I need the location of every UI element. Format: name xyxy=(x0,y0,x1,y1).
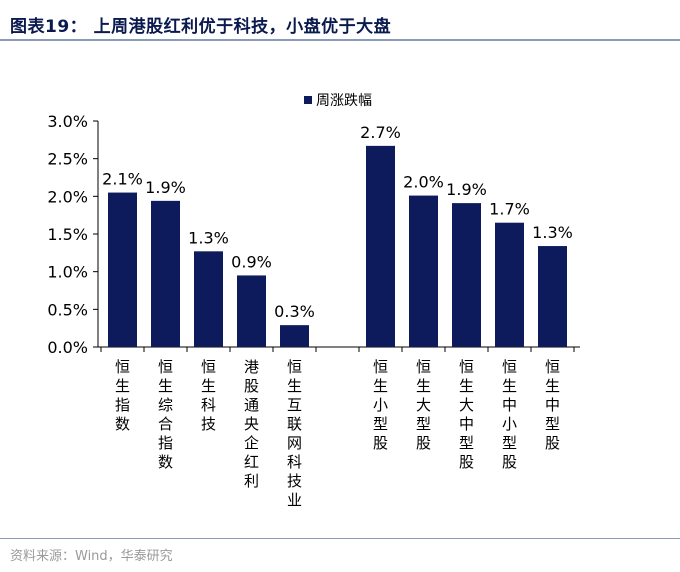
source-note: 资料来源：Wind，华泰研究 xyxy=(10,549,173,564)
x-tick-label: 恒生大型股 xyxy=(416,358,431,452)
bar xyxy=(409,195,438,347)
figure-title: 图表19： 上周港股红利优于科技，小盘优于大盘 xyxy=(10,17,392,37)
legend-swatch xyxy=(304,96,312,104)
x-tick-label: 恒生综合指数 xyxy=(158,358,173,471)
x-tick-label: 恒生指数 xyxy=(115,358,130,433)
legend-label: 周涨跌幅 xyxy=(316,93,372,109)
x-tick-label: 恒生互联网科技业 xyxy=(287,358,302,509)
bar xyxy=(237,275,266,347)
bar xyxy=(108,192,137,347)
x-tick-label: 恒生大中型股 xyxy=(459,358,474,471)
x-tick-label: 恒生小型股 xyxy=(373,358,388,452)
footer-rule xyxy=(0,538,680,539)
x-tick-label: 恒生中小型股 xyxy=(502,358,517,471)
x-tick-label: 恒生科技 xyxy=(201,358,216,433)
bar xyxy=(366,145,395,347)
data-label: 0.3% xyxy=(274,302,315,321)
y-tick-label: 2.5% xyxy=(47,150,88,169)
data-label: 1.3% xyxy=(532,223,573,242)
bar xyxy=(538,246,567,347)
data-label: 1.7% xyxy=(489,200,530,219)
bar xyxy=(452,203,481,347)
data-label: 0.9% xyxy=(231,252,272,271)
y-tick-label: 0.0% xyxy=(47,338,88,357)
y-tick-label: 2.0% xyxy=(47,187,88,206)
data-label: 1.9% xyxy=(446,180,487,199)
y-tick-label: 1.0% xyxy=(47,263,88,282)
data-label: 2.1% xyxy=(102,170,143,189)
bar xyxy=(194,251,223,347)
y-tick-label: 3.0% xyxy=(47,112,88,131)
title-rule xyxy=(0,39,680,41)
y-tick-label: 1.5% xyxy=(47,225,88,244)
data-label: 2.0% xyxy=(403,173,444,192)
y-tick-label: 0.5% xyxy=(47,300,88,319)
data-label: 1.3% xyxy=(188,228,229,247)
data-label: 2.7% xyxy=(360,123,401,142)
x-tick-label: 恒生中型股 xyxy=(545,358,560,452)
x-tick-label: 港股通央企红利 xyxy=(244,358,259,490)
bar xyxy=(280,325,309,347)
bar xyxy=(151,200,180,347)
bar xyxy=(495,222,524,347)
bar-chart: 0.0% 0.5% 1.0% 1.5% 2.0% 2.5% 3.0% 2.1% 恒生指数 1.9%… xyxy=(47,93,580,509)
data-label: 1.9% xyxy=(145,178,186,197)
